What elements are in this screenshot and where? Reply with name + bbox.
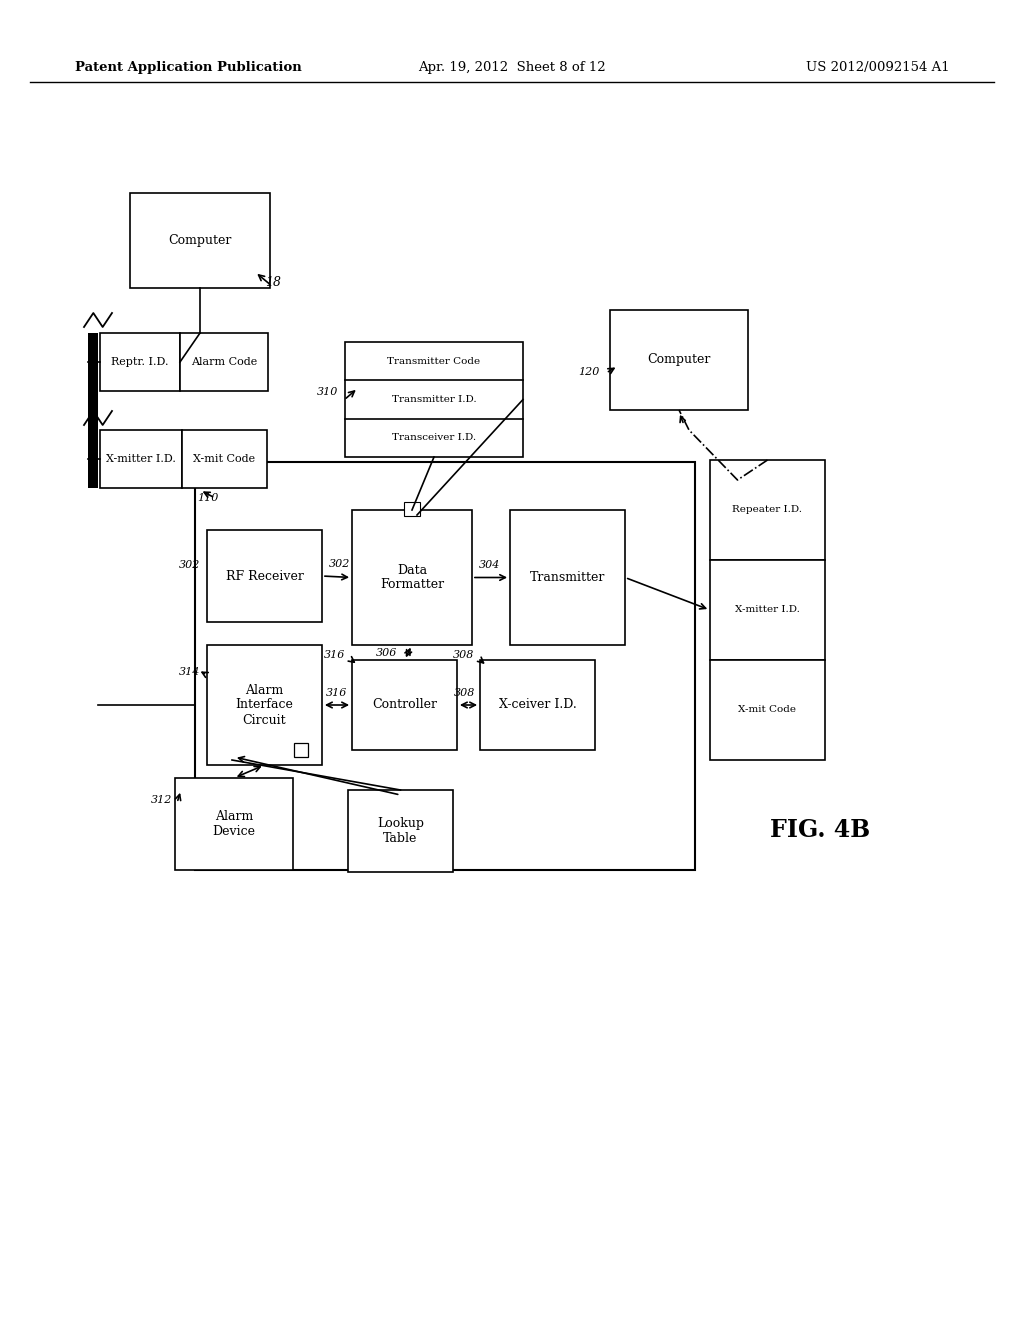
Bar	[130, 193, 270, 288]
Text: X-mit Code: X-mit Code	[738, 705, 797, 714]
Text: Transmitter: Transmitter	[529, 572, 605, 583]
Bar	[207, 645, 322, 766]
Text: 308: 308	[453, 649, 474, 660]
Bar	[100, 333, 180, 391]
Text: US 2012/0092154 A1: US 2012/0092154 A1	[806, 62, 950, 74]
Text: Controller: Controller	[372, 698, 437, 711]
Text: Computer: Computer	[168, 234, 231, 247]
Text: Computer: Computer	[647, 354, 711, 367]
Bar	[88, 333, 98, 488]
Text: X-ceiver I.D.: X-ceiver I.D.	[499, 698, 577, 711]
Bar	[480, 660, 595, 750]
Bar	[294, 743, 308, 756]
Text: 312: 312	[151, 795, 172, 805]
Text: 308: 308	[455, 688, 476, 698]
Text: 302: 302	[178, 560, 200, 570]
Text: Transmitter I.D.: Transmitter I.D.	[392, 395, 476, 404]
Bar	[710, 560, 825, 660]
Text: X-mit Code: X-mit Code	[194, 454, 256, 465]
Bar	[404, 502, 420, 516]
Text: 306: 306	[376, 648, 397, 657]
Bar	[352, 510, 472, 645]
Bar	[510, 510, 625, 645]
Text: Patent Application Publication: Patent Application Publication	[75, 62, 302, 74]
Bar	[710, 459, 825, 560]
Text: Data
Formatter: Data Formatter	[380, 564, 444, 591]
Text: 310: 310	[316, 387, 338, 397]
Text: Reptr. I.D.: Reptr. I.D.	[112, 356, 169, 367]
Text: RF Receiver: RF Receiver	[225, 569, 303, 582]
Text: Apr. 19, 2012  Sheet 8 of 12: Apr. 19, 2012 Sheet 8 of 12	[418, 62, 606, 74]
Bar	[348, 789, 453, 873]
Text: Alarm
Interface
Circuit: Alarm Interface Circuit	[236, 684, 294, 726]
Bar	[207, 531, 322, 622]
Bar	[182, 430, 267, 488]
Text: Transmitter Code: Transmitter Code	[387, 356, 480, 366]
Text: 316: 316	[327, 688, 348, 698]
Text: Alarm
Device: Alarm Device	[213, 810, 256, 838]
Text: Repeater I.D.: Repeater I.D.	[732, 506, 803, 515]
Text: 302: 302	[330, 558, 350, 569]
Bar	[175, 777, 293, 870]
Bar	[610, 310, 748, 411]
Bar	[180, 333, 268, 391]
Text: 18: 18	[265, 276, 281, 289]
Text: FIG. 4B: FIG. 4B	[770, 818, 870, 842]
Text: Alarm Code: Alarm Code	[190, 356, 257, 367]
Text: 110: 110	[197, 492, 218, 503]
Text: Transceiver I.D.: Transceiver I.D.	[392, 433, 476, 442]
Bar	[352, 660, 457, 750]
Bar	[710, 660, 825, 760]
Text: X-mitter I.D.: X-mitter I.D.	[735, 606, 800, 615]
Text: X-mitter I.D.: X-mitter I.D.	[106, 454, 176, 465]
Bar	[100, 430, 182, 488]
Text: 316: 316	[324, 649, 345, 660]
Text: 304: 304	[479, 561, 501, 570]
Bar	[345, 342, 523, 457]
Text: 314: 314	[178, 667, 200, 677]
Text: Lookup
Table: Lookup Table	[377, 817, 424, 845]
Bar	[195, 462, 695, 870]
Text: 120: 120	[579, 367, 600, 378]
